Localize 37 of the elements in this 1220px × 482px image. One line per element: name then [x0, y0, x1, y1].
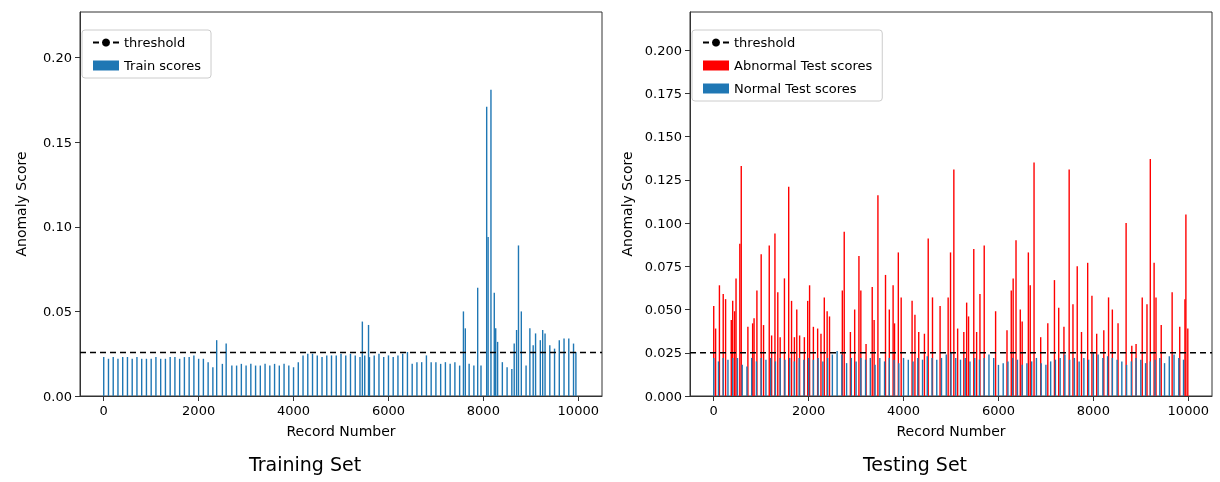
y-tick-label: 0.050 — [644, 302, 682, 318]
y-tick-label: 0.150 — [644, 129, 682, 145]
x-tick-label: 6000 — [371, 403, 405, 418]
x-tick-label: 6000 — [981, 403, 1015, 418]
y-tick-label: 0.200 — [644, 42, 682, 58]
x-tick-label: 10000 — [1167, 403, 1209, 418]
y-tick-label: 0.05 — [43, 303, 72, 319]
y-tick-label: 0.10 — [43, 219, 72, 235]
y-tick-label: 0.075 — [644, 258, 682, 274]
y-tick-label: 0.00 — [43, 388, 72, 404]
legend-label: threshold — [734, 35, 796, 50]
legend-label: threshold — [124, 35, 186, 50]
x-axis-title: Record Number — [286, 423, 396, 439]
legend-label: Normal Test scores — [734, 81, 857, 96]
y-tick-label: 0.20 — [43, 50, 72, 66]
x-tick-label: 8000 — [466, 403, 500, 418]
x-tick-label: 10000 — [557, 403, 599, 418]
y-tick-label: 0.15 — [43, 134, 72, 150]
x-tick-label: 2000 — [182, 403, 216, 418]
x-axis-title: Record Number — [896, 423, 1006, 439]
x-tick-label: 2000 — [792, 403, 826, 418]
x-tick-label: 4000 — [277, 403, 311, 418]
x-tick-label: 0 — [709, 403, 718, 418]
y-tick-label: 0.025 — [644, 345, 682, 361]
y-tick-label: 0.100 — [644, 215, 682, 231]
y-tick-label: 0.175 — [644, 85, 682, 101]
x-tick-label: 8000 — [1076, 403, 1110, 418]
x-tick-label: 4000 — [887, 403, 921, 418]
legend-label: Abnormal Test scores — [734, 58, 873, 73]
text: Training Set — [247, 452, 362, 475]
y-axis-title: Anomaly Score — [618, 151, 635, 257]
y-tick-label: 0.125 — [644, 172, 682, 188]
x-tick-label: 0 — [99, 403, 108, 418]
y-tick-label: 0.000 — [644, 388, 682, 404]
y-axis-title: Anomaly Score — [13, 151, 29, 257]
legend-label: Train scores — [123, 58, 202, 73]
text: Testing Set — [861, 452, 968, 475]
